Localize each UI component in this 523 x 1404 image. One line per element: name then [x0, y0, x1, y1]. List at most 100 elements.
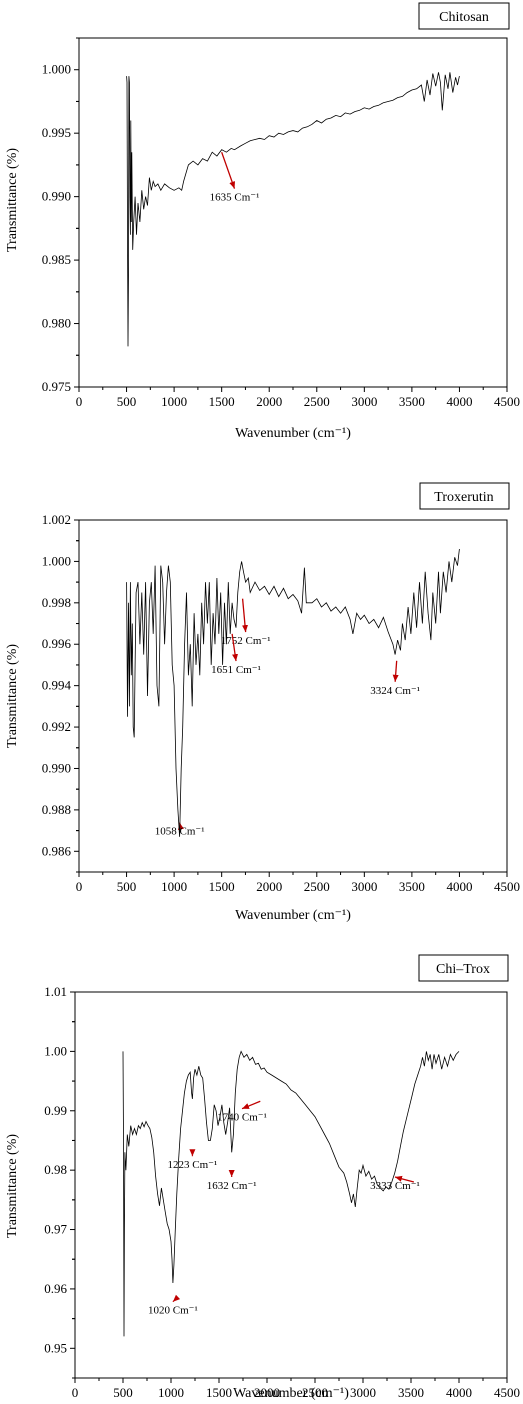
x-tick-label: 4000	[446, 879, 472, 894]
x-tick-label: 2000	[256, 394, 282, 409]
legend-box	[419, 482, 510, 510]
y-tick-label: 0.994	[42, 678, 72, 693]
x-tick-label: 1500	[209, 879, 235, 894]
x-tick-label: 500	[113, 1385, 133, 1400]
y-tick-label: 0.99	[44, 1103, 67, 1118]
legend-box	[418, 954, 509, 982]
annotation-label: 1223 Cm⁻¹	[168, 1159, 218, 1171]
annotation-label: 3333 Cm⁻¹	[370, 1180, 420, 1192]
y-tick-label: 0.992	[42, 719, 71, 734]
x-tick-label: 500	[117, 879, 137, 894]
chart-panel-chitosan: Chitosan 1635 Cm⁻¹ 0 500 1000 1500 2000 2500 3…	[0, 0, 523, 450]
legend-label: Troxerutin	[434, 490, 493, 505]
x-tick-label: 3500	[399, 879, 425, 894]
x-ticks: 0 500 1000 1500 2000 2500 3000 3500 4000 4500	[76, 387, 520, 409]
x-tick-label: 1000	[161, 879, 187, 894]
plot-frame	[78, 519, 508, 873]
annotation-arrow	[241, 598, 248, 633]
legend-box	[418, 2, 510, 30]
y-tick-label: 1.00	[44, 1043, 67, 1058]
plot-frame	[78, 37, 508, 388]
spectrum-line	[126, 72, 460, 347]
chart-panel-troxerutin: Troxerutin 1752 Cm⁻¹ 1651 Cm⁻¹ 3324 Cm⁻¹ 10…	[0, 470, 523, 930]
y-tick-label: 0.97	[44, 1222, 67, 1237]
y-tick-label: 0.96	[44, 1281, 67, 1296]
x-axis-title: Wavenumber (cm⁻¹)	[235, 908, 351, 923]
x-tick-label: 2500	[304, 394, 330, 409]
y-tick-label: 0.95	[44, 1340, 67, 1355]
x-tick-label: 4500	[494, 394, 520, 409]
plot-frame	[74, 991, 508, 1379]
x-axis-title: Wavenumber (cm⁻¹)	[235, 426, 351, 441]
chart-chi-trox: Chi–Trox 1740 Cm⁻¹ 1223 Cm⁻¹ 1632 Cm⁻¹ 3333…	[5, 954, 520, 1401]
legend-label: Chitosan	[439, 10, 489, 25]
annotation-label: 1635 Cm⁻¹	[210, 192, 260, 204]
x-tick-label: 2500	[302, 1385, 328, 1400]
chart-chitosan: Chitosan 1635 Cm⁻¹ 0 500 1000 1500 2000 2500 3…	[5, 2, 520, 441]
y-tick-label: 0.995	[42, 125, 71, 140]
x-tick-label: 4000	[446, 1385, 472, 1400]
y-tick-label: 0.996	[42, 636, 72, 651]
x-tick-label: 0	[76, 394, 83, 409]
x-tick-label: 1000	[161, 394, 187, 409]
y-tick-label: 0.975	[42, 379, 71, 394]
x-ticks: 0 500 1000 1500 2000 2500 3000 3500 4000 4500	[72, 1378, 520, 1400]
annotations: 1635 Cm⁻¹	[210, 152, 260, 204]
x-tick-label: 1000	[158, 1385, 184, 1400]
y-axis-title: Transmittance (%)	[5, 1134, 20, 1238]
annotation-arrow	[221, 152, 236, 189]
x-tick-label: 4000	[446, 394, 472, 409]
x-tick-label: 0	[76, 879, 83, 894]
x-tick-label: 3000	[350, 1385, 376, 1400]
spectrum-line	[122, 1050, 460, 1337]
x-tick-label: 1500	[209, 394, 235, 409]
annotations: 1740 Cm⁻¹ 1223 Cm⁻¹ 1632 Cm⁻¹ 3333 Cm⁻¹ 1020…	[148, 1100, 420, 1317]
y-tick-label: 0.998	[42, 595, 71, 610]
annotation-arrow	[172, 1294, 181, 1303]
x-ticks: 0 500 1000 1500 2000 2500 3000 3500 4000 4500	[76, 872, 520, 894]
annotation-label: 1020 Cm⁻¹	[148, 1305, 198, 1317]
x-axis-title: Wavenumber (cm⁻¹)	[233, 1386, 349, 1401]
y-ticks: 0.975 0.980 0.985 0.990 0.995 1.000	[42, 37, 79, 394]
x-tick-label: 2000	[256, 879, 282, 894]
y-tick-label: 0.985	[42, 252, 71, 267]
y-ticks: 0.95 0.96 0.97 0.98 0.99 1.00 1.01	[44, 984, 75, 1379]
chart-troxerutin: Troxerutin 1752 Cm⁻¹ 1651 Cm⁻¹ 3324 Cm⁻¹ 10…	[5, 482, 520, 923]
x-tick-label: 4500	[494, 1385, 520, 1400]
y-axis-title: Transmittance (%)	[5, 644, 20, 748]
x-tick-label: 0	[72, 1385, 79, 1400]
spectrum-line	[126, 548, 460, 837]
annotation-arrow	[392, 660, 399, 682]
y-tick-label: 0.980	[42, 316, 71, 331]
annotation-label: 1632 Cm⁻¹	[207, 1180, 257, 1192]
chart-panel-chi-trox: Chi–Trox 1740 Cm⁻¹ 1223 Cm⁻¹ 1632 Cm⁻¹ 3333…	[0, 946, 523, 1404]
x-tick-label: 2500	[304, 879, 330, 894]
y-axis-title: Transmittance (%)	[5, 148, 20, 252]
y-tick-label: 1.000	[42, 62, 71, 77]
x-tick-label: 2000	[254, 1385, 280, 1400]
x-tick-label: 3000	[351, 879, 377, 894]
annotation-label: 1752 Cm⁻¹	[221, 635, 271, 647]
y-tick-label: 0.990	[42, 760, 71, 775]
x-tick-label: 3000	[351, 394, 377, 409]
annotation-arrow	[394, 1175, 415, 1183]
x-tick-label: 3500	[399, 394, 425, 409]
annotation-label: 3324 Cm⁻¹	[370, 685, 420, 697]
y-tick-label: 0.988	[42, 802, 71, 817]
annotation-label: 1740 Cm⁻¹	[217, 1112, 267, 1124]
x-tick-label: 3500	[398, 1385, 424, 1400]
y-ticks: 0.986 0.988 0.990 0.992 0.994 0.996 0.998 1.000…	[42, 512, 79, 873]
x-tick-label: 4500	[494, 879, 520, 894]
annotation-arrow	[231, 633, 239, 662]
y-tick-label: 0.986	[42, 843, 72, 858]
legend-label: Chi–Trox	[436, 962, 490, 977]
y-tick-label: 1.002	[42, 512, 71, 527]
annotation-arrow	[241, 1100, 261, 1110]
x-tick-label: 1500	[206, 1385, 232, 1400]
y-tick-label: 1.01	[44, 984, 67, 999]
y-tick-label: 0.990	[42, 189, 71, 204]
x-tick-label: 500	[117, 394, 137, 409]
y-tick-label: 1.000	[42, 553, 71, 568]
annotation-label: 1651 Cm⁻¹	[211, 664, 261, 676]
y-tick-label: 0.98	[44, 1162, 67, 1177]
